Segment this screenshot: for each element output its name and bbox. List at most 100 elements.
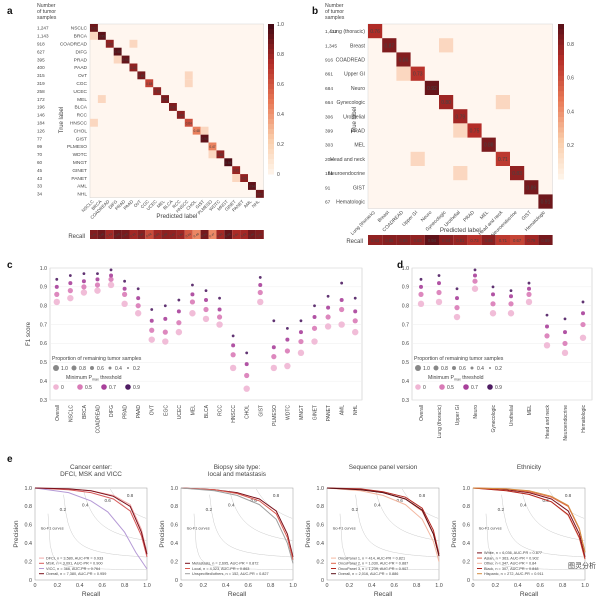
panel-e-legend-text: DFCI, n = 3,580, AUC-PR = 0.933 bbox=[46, 556, 103, 560]
panel-a-colorbar-seg bbox=[268, 89, 274, 95]
panel-c-dot bbox=[352, 318, 358, 324]
panel-e-legend-text: Asian, n = 363, AUC-PR = 0.902 bbox=[484, 556, 539, 560]
panel-e-chart-title: Cancer center: bbox=[70, 464, 112, 471]
panel-d-dot bbox=[581, 311, 585, 316]
panel-a-recall-value: 0.94 bbox=[201, 232, 208, 239]
panel-a-colorbar-seg bbox=[268, 114, 274, 120]
panel-e-legend-text: Metastasis, n = 2,695, AUC-PR = 0.872 bbox=[192, 562, 258, 566]
panel-c-dot bbox=[202, 315, 210, 323]
panel-d-ytick: 0.9 bbox=[402, 285, 409, 291]
panel-e-iso-label: 0.4 bbox=[228, 502, 235, 507]
panel-e-xtick: 0 bbox=[34, 583, 37, 589]
panel-a-diag-value: 0.87 bbox=[170, 105, 176, 109]
panel-b-row-label: COADREAD bbox=[336, 58, 366, 64]
panel-a-count: 918 bbox=[37, 41, 45, 46]
panel-b-diag-value: 0.71 bbox=[498, 157, 508, 163]
panel-c-xtick: OVT bbox=[150, 405, 156, 415]
panel-e-iso-label: 0.8 bbox=[565, 493, 572, 498]
panel-e-xtick: 1.0 bbox=[289, 583, 297, 589]
panel-a-row-label: WDTC bbox=[73, 152, 88, 158]
panel-e-ylabel: Precision bbox=[159, 520, 166, 547]
panel-b-colorbar-seg bbox=[558, 137, 564, 144]
panel-d-xtick: Gynecologic bbox=[491, 405, 497, 433]
panel-a-diag-cell bbox=[208, 142, 217, 151]
panel-a-colorbar-seg bbox=[268, 44, 274, 50]
panel-b-colorbar-tick: 0.6 bbox=[567, 76, 574, 82]
panel-b-diag-cell bbox=[410, 66, 425, 81]
panel-e-iso-legend: Iso-F1 curves bbox=[41, 526, 64, 530]
panel-b-colorbar-seg bbox=[558, 132, 564, 139]
panel-c-size-label: 1.0 bbox=[61, 366, 68, 372]
panel-e-legend-text: White, n = 6,036, AUC-PR = 0.877 bbox=[484, 551, 542, 555]
panel-a-colorbar-seg bbox=[268, 39, 274, 45]
panel-a-diag-cell bbox=[232, 166, 241, 175]
panel-a-colorbar-seg bbox=[268, 64, 274, 70]
panel-c-dot bbox=[81, 279, 86, 284]
panel-e-ytick: 1.0 bbox=[463, 486, 471, 492]
panel-e-letter: e bbox=[7, 454, 13, 465]
panel-b-ylabel: True label bbox=[352, 107, 358, 133]
panel-b-colorbar-seg bbox=[558, 39, 564, 46]
panel-a-offdiag-cell bbox=[184, 79, 193, 88]
panel-d-dot bbox=[436, 289, 442, 296]
panel-b-diag-cell bbox=[424, 80, 439, 95]
panel-c-dot bbox=[339, 298, 344, 303]
panel-a-colorbar-seg bbox=[268, 94, 274, 100]
panel-a-colorbar-seg bbox=[268, 24, 274, 30]
panel-d-size-swatch bbox=[470, 366, 474, 370]
panel-b-colorbar-seg bbox=[558, 55, 564, 61]
panel-d-ytick: 0.7 bbox=[402, 322, 409, 328]
panel-c-dot bbox=[67, 288, 73, 294]
panel-c-ytick: 0.7 bbox=[40, 322, 47, 328]
panel-a-col-label: CGC bbox=[140, 199, 150, 209]
panel-b-diag-value: 0.88 bbox=[484, 143, 494, 149]
panel-c-dot bbox=[338, 321, 345, 328]
panel-c-dot bbox=[218, 296, 221, 300]
panel-d-letter: d bbox=[397, 260, 403, 271]
panel-b-diag-value: 0.89 bbox=[526, 185, 536, 191]
panel-e-iso-label: 0.2 bbox=[60, 507, 67, 512]
panel-e-xtick: 0.8 bbox=[413, 583, 421, 589]
panel-a-recall-cell bbox=[169, 230, 177, 239]
panel-c-ytick: 0.6 bbox=[40, 341, 47, 347]
panel-c-xtick: Overall bbox=[55, 405, 61, 421]
panel-a-count-header: samples bbox=[37, 15, 57, 21]
panel-a-diag-cell bbox=[113, 47, 122, 56]
panel-c-threshold-swatch bbox=[125, 384, 131, 390]
panel-a-row-label: CHOL bbox=[74, 128, 88, 134]
panel-a-letter: a bbox=[7, 6, 13, 17]
panel-b-count: 1,345 bbox=[325, 43, 337, 49]
panel-b-recall-cell bbox=[510, 235, 525, 245]
panel-a-recall-cell bbox=[97, 230, 106, 239]
panel-e-pr-curve bbox=[326, 487, 440, 555]
panel-c-dot bbox=[257, 298, 264, 306]
panel-e-xtick: 0.4 bbox=[76, 583, 84, 589]
panel-b-recall-cell bbox=[524, 235, 539, 245]
panel-c-dot bbox=[230, 352, 236, 358]
panel-e-iso-f1-curve bbox=[521, 490, 585, 541]
panel-d-dot bbox=[563, 317, 567, 321]
panel-c-dot bbox=[94, 282, 101, 288]
panel-c-dot bbox=[243, 385, 250, 392]
panel-b-recall-cell bbox=[538, 235, 553, 245]
panel-e-legend-text: OncoPanel 2, n = 1,030, AUC-PR = 0.887 bbox=[338, 562, 408, 566]
panel-e-iso-f1-curve bbox=[501, 494, 585, 558]
panel-a-colorbar-seg bbox=[268, 129, 274, 135]
panel-c-xtick: COADREAD bbox=[95, 405, 101, 434]
panel-d-xtick: Head and neck bbox=[545, 405, 551, 439]
panel-a-recall-label: Recall bbox=[68, 234, 85, 240]
panel-b-diag-cell bbox=[481, 137, 496, 152]
panel-d-xtick: Neuroendocrine bbox=[563, 405, 569, 441]
panel-b-colorbar-seg bbox=[558, 106, 564, 113]
panel-d-dot bbox=[544, 333, 550, 339]
panel-d-threshold-label: 0.5 bbox=[447, 385, 454, 391]
panel-c-dot bbox=[177, 298, 181, 302]
panel-a-row-label: CGC bbox=[76, 81, 87, 87]
panel-b-row-label: Head and neck bbox=[330, 157, 365, 163]
panel-a-recall-cell bbox=[224, 230, 233, 239]
panel-b-diag-value: 0.79 bbox=[455, 114, 465, 120]
panel-e-iso-f1-curve bbox=[209, 494, 293, 558]
panel-d-dot bbox=[509, 294, 513, 299]
panel-a-diag-value: 0.68 bbox=[146, 82, 152, 86]
